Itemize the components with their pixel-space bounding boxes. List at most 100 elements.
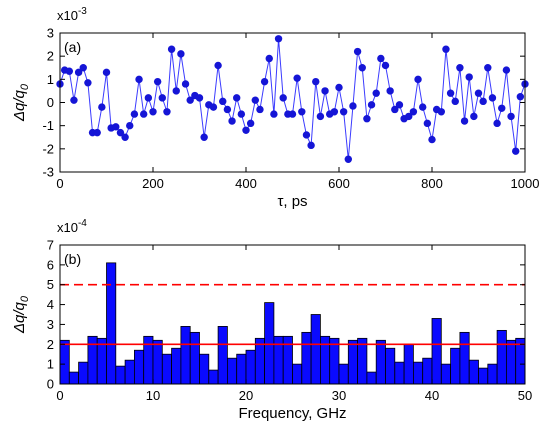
panel-b-y-label-sub: 0: [19, 295, 31, 302]
panel-b-y-tick-label: 4: [47, 297, 54, 312]
panel-a-data-point: [130, 110, 139, 118]
panel-a-data-point: [474, 89, 483, 97]
panel-a-data-point: [200, 133, 208, 141]
panel-a-data-point: [409, 108, 418, 116]
panel-a-data-point: [451, 97, 459, 106]
panel-a-data-point: [246, 119, 255, 128]
panel-a-data-point: [158, 94, 166, 102]
panel-b-bar: [422, 357, 433, 385]
panel-a-data-point: [498, 104, 506, 112]
panel-b-y-tick-label: 0: [47, 377, 54, 392]
panel-b-bar: [180, 326, 191, 385]
panel-a-data-point: [219, 97, 227, 106]
panel-a-data-point: [177, 50, 185, 58]
panel-b-y-tick-label: 2: [47, 337, 54, 352]
panel-a-data-point: [116, 128, 125, 137]
panel-a-data-point: [460, 117, 469, 125]
panel-a-y-tick-label: -3: [42, 165, 54, 180]
panel-a-data-point: [502, 66, 511, 74]
panel-b-x-tick-label: 10: [146, 388, 160, 403]
panel-b-bar: [199, 353, 210, 385]
panel-b-bar: [301, 331, 312, 385]
panel-a-data-point: [302, 131, 311, 139]
panel-b-bar: [459, 331, 470, 385]
panel-a-data-point: [121, 133, 129, 141]
panel-b-label: (b): [64, 251, 81, 267]
panel-a-data-point: [270, 110, 278, 118]
panel-a-data-point: [321, 87, 329, 95]
panel-a-data-point: [442, 45, 450, 53]
panel-a-scale-factor: x10-3: [57, 6, 87, 23]
panel-a-data-point: [233, 94, 241, 102]
panel-b-bar: [171, 347, 182, 385]
panel-b-bar: [375, 339, 386, 385]
panel-a-data-point: [209, 103, 218, 111]
panel-a-scale-base: x10: [57, 8, 78, 23]
panel-a-x-tick-label: 200: [142, 176, 164, 191]
panel-b-bar: [78, 361, 89, 385]
panel-a-label: (a): [64, 39, 81, 55]
panel-a-data-point: [298, 108, 306, 116]
panel-b-bar: [403, 343, 414, 385]
panel-a-data-point: [446, 89, 455, 97]
panel-b-bar: [431, 318, 442, 385]
panel-b-bar: [468, 359, 479, 385]
panel-a-data-point: [79, 64, 87, 72]
panel-a-data-point: [437, 108, 445, 116]
panel-b-scale-base: x10: [57, 220, 78, 235]
panel-b-bar: [478, 367, 489, 385]
panel-b-bar: [245, 349, 256, 385]
panel-a-data-point: [288, 110, 297, 118]
panel-a-data-point: [251, 96, 259, 104]
panel-b-x-tick-label: 30: [332, 388, 346, 403]
panel-b-y-tick-label: 7: [47, 238, 54, 253]
panel-a-data-point: [223, 105, 232, 114]
panel-b-bar: [59, 339, 70, 385]
panel-b-x-axis-label: Frequency, GHz: [238, 405, 346, 422]
panel-b-y-tick-label: 1: [47, 357, 54, 372]
panel-a-data-point: [102, 68, 111, 77]
panel-b-x-tick-label: 50: [518, 388, 532, 403]
panel-b-bar: [347, 339, 358, 385]
panel-a-x-tick-label: 800: [421, 176, 443, 191]
panel-a-data-point: [293, 74, 301, 82]
panel-a-data-point: [419, 103, 427, 111]
panel-a-y-tick-label: 0: [47, 95, 54, 110]
panel-b-bar: [515, 337, 526, 385]
panel-a-data-point: [465, 73, 473, 81]
panel-a-data-point: [153, 77, 162, 86]
panel-a-data-point: [84, 79, 92, 87]
panel-a-data-point: [386, 87, 394, 95]
panel-a-data-point: [70, 96, 78, 104]
panel-a-data-point: [163, 108, 171, 116]
panel-b: 0 10 20 30 40 50 0 1 2 3 4 5 6 7 (b) x10-4 Frequency,…: [11, 218, 532, 422]
panel-b-x-tick-label: 40: [425, 388, 439, 403]
panel-a-data-point: [274, 35, 283, 43]
panel-b-reference-lines: [60, 283, 525, 346]
panel-b-bar: [385, 347, 396, 385]
panel-a-data-point: [507, 112, 515, 121]
panel-b-frame: [59, 244, 526, 385]
panel-b-scale-exponent: -4: [78, 218, 87, 229]
panel-a-data-point: [381, 61, 390, 70]
panel-a-data-point: [339, 108, 348, 116]
panel-a-x-tick-label: 400: [235, 176, 257, 191]
panel-a-data-point: [391, 105, 399, 114]
panel-b-bar: [450, 347, 461, 385]
panel-a-data-point: [135, 75, 143, 84]
panel-a-y-label-main: Δq/q: [11, 89, 28, 122]
panel-a-data-point: [195, 94, 204, 102]
panel-a-y-axis-label: Δq/q0: [11, 83, 31, 122]
panel-a-data-point: [335, 83, 343, 92]
panel-a-data-point: [423, 119, 432, 128]
panel-a-frame: [59, 32, 526, 173]
panel-a-y-tick-label: 3: [47, 26, 54, 41]
panel-a-data-point: [93, 128, 101, 137]
panel-a-data-point: [260, 77, 269, 86]
panel-b-bar: [440, 363, 451, 385]
panel-a-ticks: 0 200 400 600 800 1000 -3 -2 -1 0 1 2 3: [42, 26, 539, 192]
panel-a-data-point: [330, 108, 339, 116]
panel-a-x-tick-label: 0: [56, 176, 63, 191]
